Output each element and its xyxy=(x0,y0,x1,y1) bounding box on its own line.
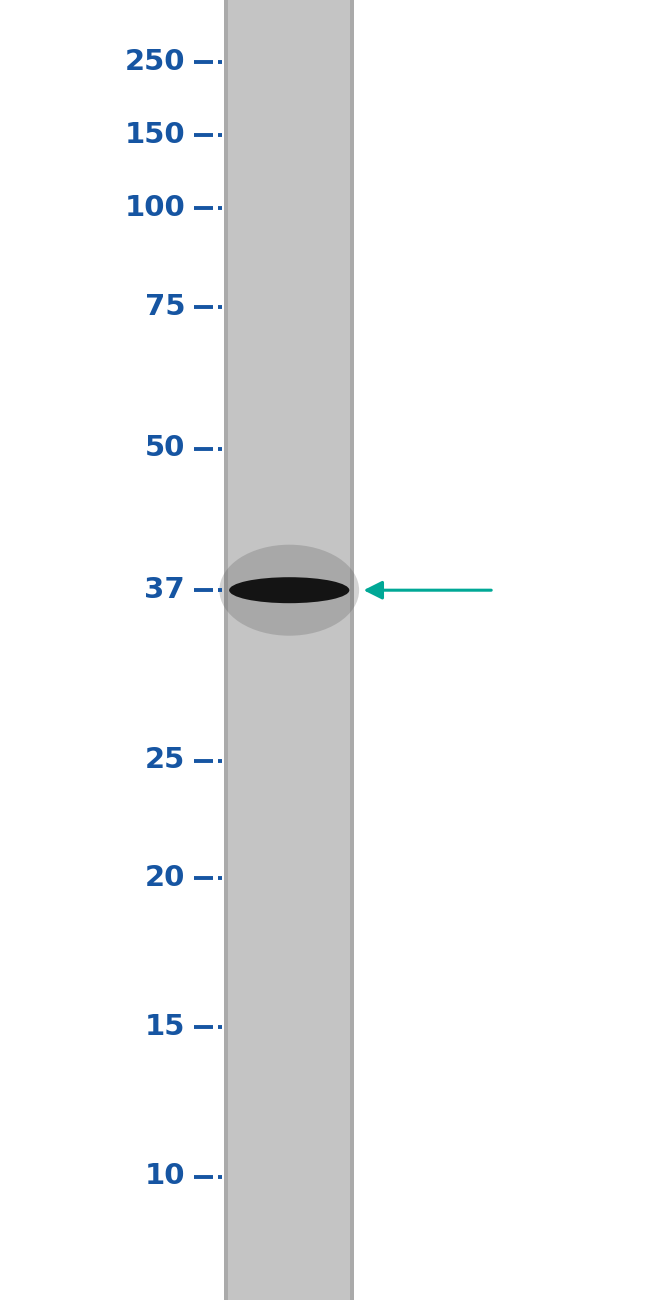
Text: 150: 150 xyxy=(125,121,185,150)
Text: 75: 75 xyxy=(145,292,185,321)
Text: 250: 250 xyxy=(125,48,185,77)
Bar xyxy=(224,0,228,1300)
Text: 37: 37 xyxy=(144,576,185,604)
Ellipse shape xyxy=(220,545,359,636)
Text: 10: 10 xyxy=(145,1162,185,1191)
Text: 20: 20 xyxy=(145,863,185,892)
Ellipse shape xyxy=(229,577,350,603)
Bar xyxy=(224,0,354,1300)
Text: 25: 25 xyxy=(145,746,185,775)
Text: 100: 100 xyxy=(125,194,185,222)
Bar xyxy=(350,0,354,1300)
Text: 15: 15 xyxy=(145,1013,185,1041)
Text: 50: 50 xyxy=(145,434,185,463)
